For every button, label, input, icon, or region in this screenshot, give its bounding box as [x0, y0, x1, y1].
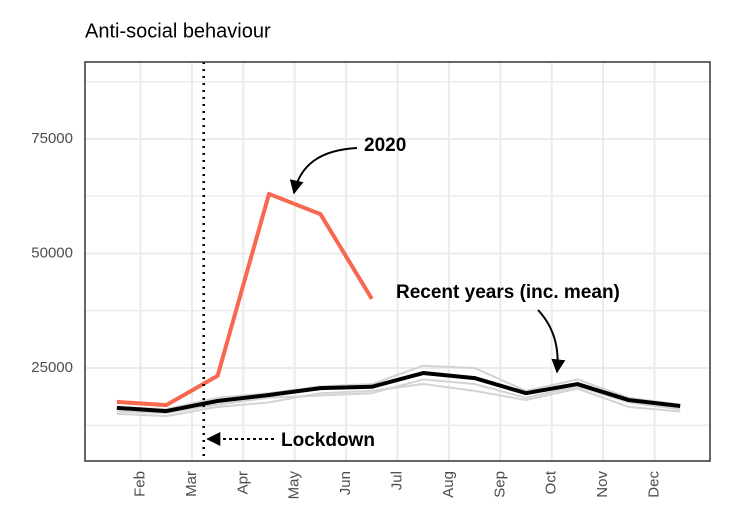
series-line — [116, 371, 681, 414]
plot-border — [84, 61, 711, 462]
series-line — [116, 364, 681, 411]
series-line — [116, 378, 681, 414]
y-tick-label: 75000 — [31, 130, 73, 147]
x-tick-label: Jul — [388, 471, 405, 490]
annotation: 2020 — [364, 135, 406, 156]
annotation: Lockdown — [281, 430, 375, 451]
chart-title: Anti-social behaviour — [85, 20, 271, 42]
annotation-arrow — [537, 309, 566, 374]
x-tick-label: Jun — [337, 471, 354, 495]
x-tick-label: Nov — [594, 471, 611, 498]
x-tick-label: May — [286, 471, 303, 500]
y-tick-label: 50000 — [31, 244, 73, 261]
series-line — [116, 191, 374, 408]
x-tick-label: Mar — [183, 471, 200, 497]
x-tick-label: Sep — [491, 471, 508, 498]
x-tick-label: Dec — [645, 471, 662, 498]
series-line — [116, 383, 681, 418]
x-tick-label: Feb — [131, 471, 148, 497]
annotation: Recent years (inc. mean) — [396, 282, 620, 303]
x-tick-label: Aug — [440, 471, 457, 498]
annotation-arrow — [289, 147, 358, 195]
y-tick-label: 25000 — [31, 359, 73, 376]
x-tick-label: Apr — [234, 471, 251, 494]
x-tick-label: Oct — [543, 470, 560, 494]
